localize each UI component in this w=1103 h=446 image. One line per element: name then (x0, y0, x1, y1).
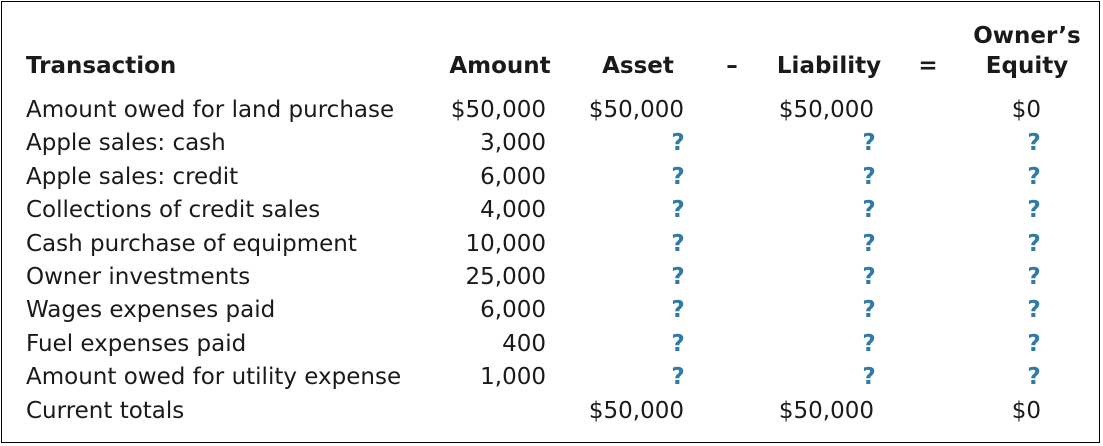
transaction-cell: Fuel expenses paid (26, 330, 247, 357)
liability-cell: $50,000 (778, 97, 874, 123)
amount-cell: 25,000 (465, 264, 546, 290)
transaction-cell: Wages expenses paid (26, 297, 276, 324)
totals-asset-cell: $50,000 (588, 397, 684, 424)
header-minus-sign: – (726, 53, 738, 79)
asset-question-mark: ? (671, 130, 685, 157)
amount-cell: $50,000 (450, 97, 546, 123)
liability-question-mark: ? (862, 297, 876, 324)
asset-question-mark: ? (671, 297, 685, 324)
amount-cell: 1,000 (480, 364, 546, 391)
amount-cell: 10,000 (465, 230, 546, 257)
equity-cell: $0 (1011, 97, 1041, 123)
header-transaction: Transaction (26, 53, 177, 79)
equity-question-mark: ? (1027, 197, 1041, 224)
asset-question-mark: ? (671, 163, 685, 190)
equity-question-mark: ? (1027, 230, 1041, 257)
liability-question-mark: ? (862, 364, 876, 391)
header-liability: Liability (776, 53, 882, 79)
header-equity: Equity (985, 53, 1069, 79)
totals-liability-cell: $50,000 (778, 397, 874, 424)
liability-question-mark: ? (862, 330, 876, 357)
liability-question-mark: ? (862, 264, 876, 290)
transaction-cell: Collections of credit sales (26, 197, 321, 224)
liability-question-mark: ? (862, 230, 876, 257)
equity-question-mark: ? (1027, 297, 1041, 324)
asset-cell: $50,000 (588, 97, 684, 123)
transaction-cell: Apple sales: cash (26, 130, 226, 157)
transaction-cell: Amount owed for land purchase (26, 97, 395, 123)
equity-question-mark: ? (1027, 130, 1041, 157)
transaction-cell: Owner investments (26, 264, 251, 290)
asset-question-mark: ? (671, 330, 685, 357)
liability-question-mark: ? (862, 130, 876, 157)
header-asset: Asset (602, 53, 674, 79)
transaction-cell: Apple sales: credit (26, 163, 239, 190)
amount-cell: 3,000 (480, 130, 546, 157)
equity-question-mark: ? (1027, 264, 1041, 290)
liability-question-mark: ? (862, 163, 876, 190)
header-owners: Owner’s (973, 23, 1081, 49)
asset-question-mark: ? (671, 364, 685, 391)
equity-question-mark: ? (1027, 330, 1041, 357)
header-amount: Amount (449, 53, 551, 79)
asset-question-mark: ? (671, 264, 685, 290)
amount-cell: 400 (502, 330, 546, 357)
liability-question-mark: ? (862, 197, 876, 224)
amount-cell: 6,000 (480, 163, 546, 190)
transaction-cell: Amount owed for utility expense (26, 364, 402, 391)
amount-cell: 4,000 (480, 197, 546, 224)
transaction-cell: Cash purchase of equipment (26, 230, 357, 257)
amount-cell: 6,000 (480, 297, 546, 324)
equity-question-mark: ? (1027, 364, 1041, 391)
header-equals-sign: = (918, 53, 938, 79)
asset-question-mark: ? (671, 230, 685, 257)
asset-question-mark: ? (671, 197, 685, 224)
totals-equity-cell: $0 (1011, 397, 1041, 424)
equity-question-mark: ? (1027, 163, 1041, 190)
totals-transaction-cell: Current totals (26, 397, 185, 424)
